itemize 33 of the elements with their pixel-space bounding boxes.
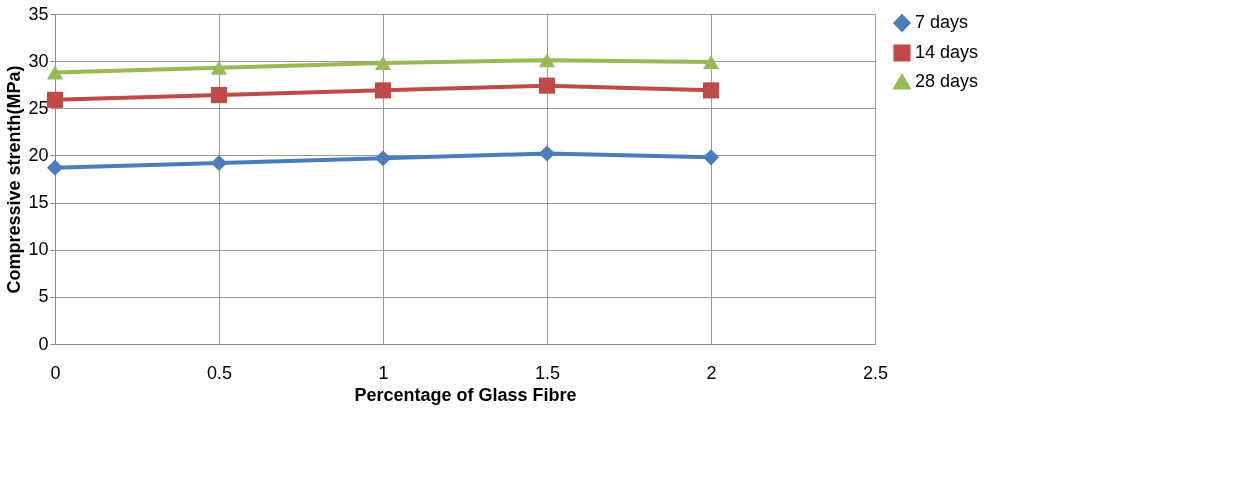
y-tick-label: 10 [28,239,49,260]
point [46,159,64,176]
y-axis-title: Compressive strenth(MPa) [4,65,25,294]
y-tick-label: 0 [38,333,49,354]
point [210,87,228,104]
x-tick-label: 1.5 [534,362,561,383]
point [702,82,720,99]
x-tick-label: 0.5 [206,362,233,383]
y-tick-label: 35 [28,3,49,24]
point [46,91,64,108]
point [538,145,556,162]
point [210,154,228,172]
point [702,149,720,166]
legend-label: 14 days [915,42,979,62]
point [538,53,556,68]
point [374,56,392,71]
y-tick-label: 5 [38,286,49,307]
point [46,65,64,80]
y-tick-label: 25 [28,97,49,118]
point [374,82,392,99]
point [702,55,720,70]
point [210,60,228,75]
legend-label: 7 days [915,12,969,32]
legend-label: 28 days [915,71,979,91]
y-tick-label: 20 [28,144,49,165]
y-tick-label: 30 [28,50,49,71]
x-tick-label: 1 [378,362,389,383]
y-tick-label: 15 [28,192,49,213]
x-axis-title: Percentage of Glass Fibre [354,384,577,405]
x-tick-label: 2 [706,362,717,383]
point [538,77,556,94]
point [374,150,392,167]
x-tick-label: 2.5 [862,362,889,383]
